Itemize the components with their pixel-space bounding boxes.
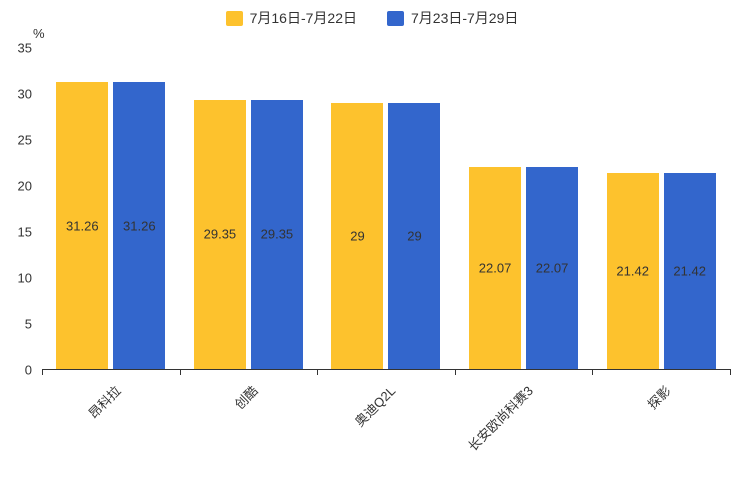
bar-group: 22.07 22.07 长安欧尚科赛3: [465, 48, 579, 454]
y-tick-label: 10: [17, 270, 32, 286]
bar-value-label: 29: [407, 228, 422, 244]
y-tick-label: 5: [24, 316, 32, 332]
x-category-label: 探影: [644, 383, 674, 413]
bar-series-1[interactable]: 31.26: [56, 82, 109, 369]
bar-groups: 31.26 31.26 昂科拉 29.35 29.35 创酷 29 29 奥迪Q2L 22.07 2…: [42, 48, 730, 454]
x-axis-tick: [454, 369, 456, 375]
x-category-label: 创酷: [232, 383, 262, 413]
y-axis: 0 5 10 15 20 25 30 35: [0, 42, 37, 377]
y-tick-label: 30: [17, 86, 32, 102]
legend-label: 7月23日-7月29日: [411, 10, 519, 26]
bar-series-1[interactable]: 29: [331, 103, 384, 369]
x-category-label: 奥迪Q2L: [352, 383, 399, 430]
bar-value-label: 29: [350, 228, 365, 244]
bar-series-2[interactable]: 22.07: [526, 166, 579, 369]
plot-area: 31.26 31.26 昂科拉 29.35 29.35 创酷 29 29 奥迪Q2L 22.07 2…: [42, 48, 731, 454]
bar-series-2[interactable]: 21.42: [663, 172, 716, 369]
bar-series-2[interactable]: 31.26: [113, 82, 166, 369]
legend-label: 7月16日-7月22日: [249, 10, 357, 26]
bar-value-label: 31.26: [66, 218, 99, 234]
bar-series-1[interactable]: 22.07: [469, 166, 522, 369]
x-category-label: 昂科拉: [85, 383, 124, 422]
x-axis-tick: [42, 369, 43, 375]
bar-series-1[interactable]: 29.35: [193, 99, 246, 369]
bar-value-label: 31.26: [123, 218, 156, 234]
y-tick-label: 35: [17, 40, 32, 56]
bar-group: 29.35 29.35 创酷: [193, 48, 303, 412]
y-tick-label: 15: [17, 224, 32, 240]
bar-group: 31.26 31.26 昂科拉: [56, 48, 166, 421]
bar-value-label: 22.07: [535, 260, 569, 276]
x-axis-tick: [317, 369, 319, 375]
bar-value-label: 29.35: [203, 226, 237, 242]
legend-swatch-icon: [387, 10, 404, 26]
legend: 7月16日-7月22日 7月23日-7月29日: [0, 8, 744, 28]
legend-item[interactable]: 7月23日-7月29日: [387, 8, 518, 28]
bar-value-label: 29.35: [260, 226, 294, 242]
bar-value-label: 21.42: [673, 263, 706, 279]
x-axis-tick: [592, 369, 594, 375]
bar-series-2[interactable]: 29: [388, 103, 441, 369]
bar-value-label: 21.42: [616, 263, 649, 279]
y-tick-label: 25: [17, 132, 32, 148]
bar-series-1[interactable]: 21.42: [606, 172, 659, 369]
y-tick-label: 0: [24, 362, 32, 378]
x-category-label: 长安欧尚科赛3: [465, 383, 537, 454]
bar-group: 21.42 21.42 探影: [606, 48, 716, 412]
y-axis-unit-label: %: [33, 26, 45, 41]
y-tick-label: 20: [17, 178, 32, 194]
bar-series-2[interactable]: 29.35: [250, 99, 303, 369]
bar-group: 29 29 奥迪Q2L: [331, 48, 441, 429]
bar-value-label: 22.07: [478, 260, 512, 276]
legend-item[interactable]: 7月16日-7月22日: [225, 8, 357, 28]
x-axis-tick: [730, 369, 731, 375]
legend-swatch-icon: [225, 10, 243, 26]
x-axis-tick: [179, 369, 181, 375]
